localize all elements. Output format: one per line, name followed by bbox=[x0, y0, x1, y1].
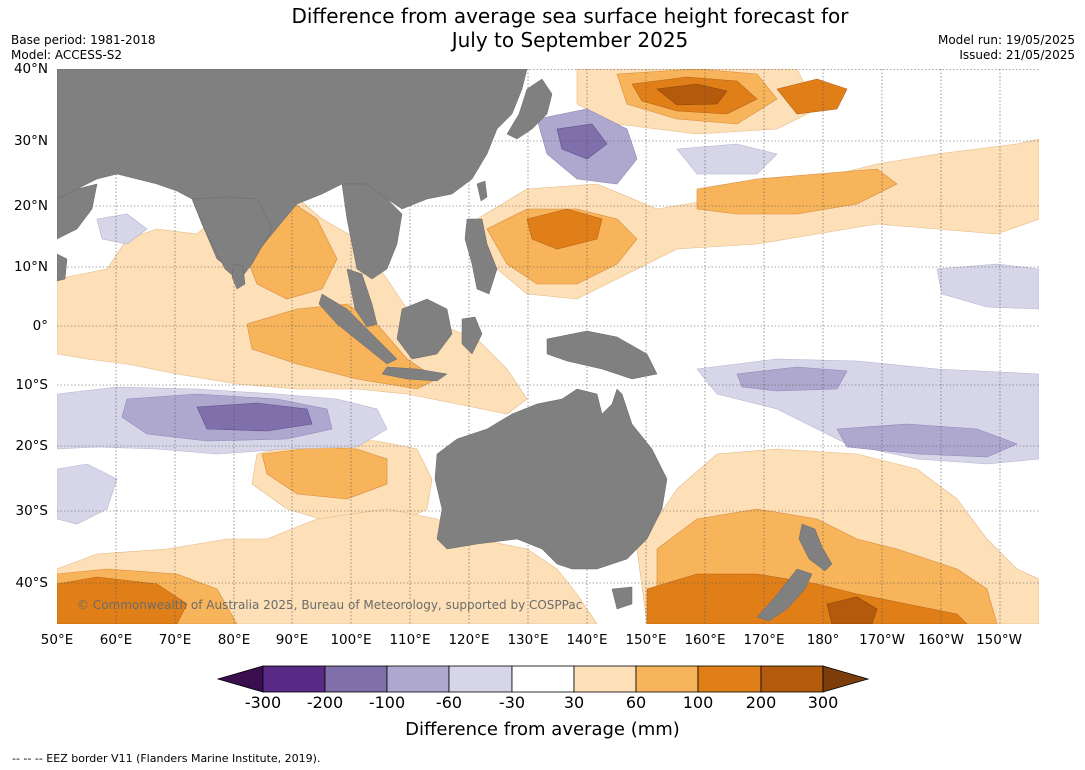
arabia bbox=[57, 183, 98, 240]
colorbar-extend-high bbox=[822, 665, 870, 693]
lat-label-20s: 20°S bbox=[15, 438, 49, 454]
colorbar-tick: -60 bbox=[435, 693, 463, 712]
japan bbox=[506, 78, 553, 140]
colorbar-extend-low bbox=[216, 665, 264, 693]
anomaly-region-south-indian-negative-core bbox=[196, 402, 313, 432]
colorbar-bin-neg300-neg200 bbox=[262, 665, 326, 693]
borneo bbox=[396, 298, 453, 360]
australia bbox=[434, 388, 668, 570]
anomaly-region-southwest-indian-negative bbox=[57, 463, 118, 525]
taiwan bbox=[476, 180, 488, 202]
lon-label-140e: 140°E bbox=[566, 632, 608, 648]
copyright-notice: © Commonwealth of Australia 2025, Bureau… bbox=[77, 598, 582, 612]
sumatra bbox=[318, 293, 398, 365]
colorbar-tick: 100 bbox=[682, 693, 714, 712]
anomaly-region-philippine-core bbox=[526, 208, 603, 250]
lon-label-60e: 60°E bbox=[99, 632, 133, 648]
eez-border-note: -- -- -- EEZ border V11 (Flanders Marine… bbox=[12, 752, 321, 765]
anomaly-region-kuroshio-peak bbox=[656, 83, 728, 106]
java bbox=[381, 366, 448, 382]
india-peninsula bbox=[191, 196, 273, 282]
anomaly-region-north-pacific-core bbox=[776, 78, 848, 115]
lon-label-100e: 100°E bbox=[330, 632, 372, 648]
model-text: Model: ACCESS-S2 bbox=[11, 48, 123, 62]
lon-label-90e: 90°E bbox=[275, 632, 309, 648]
lon-label-130e: 130°E bbox=[507, 632, 549, 648]
colorbar-bin-100-200 bbox=[697, 665, 762, 693]
colorbar-bin-neg60-neg30 bbox=[448, 665, 513, 693]
issued-text: Issued: 21/05/2025 bbox=[959, 48, 1075, 62]
lat-label-40s: 40°S bbox=[15, 575, 49, 591]
colorbar-tick: -30 bbox=[498, 693, 526, 712]
colorbar-bin-neg200-neg100 bbox=[324, 665, 388, 693]
new-zealand-south-island bbox=[756, 568, 813, 622]
title-line-2: July to September 2025 bbox=[451, 28, 689, 52]
lon-label-80e: 80°E bbox=[217, 632, 251, 648]
colorbar-tick: -200 bbox=[306, 693, 344, 712]
model-run-text: Model run: 19/05/2025 bbox=[937, 33, 1075, 47]
new-zealand-north-island bbox=[798, 523, 833, 572]
colorbar-tick: -300 bbox=[244, 693, 282, 712]
sri-lanka bbox=[231, 263, 246, 290]
lat-label-40n: 40°N bbox=[13, 61, 48, 77]
title-line-1: Difference from average sea surface heig… bbox=[291, 4, 849, 28]
anomaly-region-north-pacific-negative bbox=[676, 143, 778, 175]
lon-label-170w: 170°W bbox=[859, 632, 905, 648]
anomaly-region-west-south-core bbox=[57, 576, 188, 624]
africa-horn bbox=[57, 253, 68, 282]
anomaly-region-south-pacific-negative-mid bbox=[836, 423, 1018, 458]
lat-label-20n: 20°N bbox=[13, 198, 48, 214]
base-period-text: Base period: 1981-2018 bbox=[11, 33, 156, 47]
lon-label-160w: 160°W bbox=[918, 632, 964, 648]
land-masses bbox=[57, 69, 833, 622]
lat-label-30s: 30°S bbox=[15, 503, 49, 519]
anomaly-region-east-pacific-negative bbox=[936, 263, 1039, 310]
anomaly-region-japan-negative-core bbox=[556, 123, 608, 160]
colorbar-bin-200-300 bbox=[760, 665, 824, 693]
new-guinea bbox=[546, 330, 658, 380]
graticule bbox=[57, 69, 1039, 624]
colorbar-bin-neg30-30 bbox=[511, 665, 575, 693]
lon-label-50e: 50°E bbox=[40, 632, 74, 648]
colorbar-tick: 30 bbox=[563, 693, 585, 712]
sulawesi bbox=[461, 316, 483, 355]
map-title: Difference from average sea surface heig… bbox=[200, 4, 940, 52]
lon-label-150w: 150°W bbox=[976, 632, 1022, 648]
lat-label-0: 0° bbox=[32, 318, 48, 334]
anomaly-region-subtropical-north-pacific bbox=[696, 168, 898, 215]
lon-label-180: 180° bbox=[806, 632, 840, 648]
tasmania bbox=[611, 586, 633, 610]
colorbar-bin-30-60 bbox=[573, 665, 637, 693]
colorbar-tick: 300 bbox=[807, 693, 839, 712]
colorbar-bin-neg100-neg60 bbox=[386, 665, 450, 693]
lat-label-10n: 10°N bbox=[13, 259, 48, 275]
colorbar-tick: -100 bbox=[368, 693, 406, 712]
lon-label-160e: 160°E bbox=[684, 632, 726, 648]
lon-label-150e: 150°E bbox=[625, 632, 667, 648]
asia-landmass bbox=[57, 69, 528, 275]
meta-left: Base period: 1981-2018 Model: ACCESS-S2 bbox=[11, 33, 156, 63]
sea-level-map: © Commonwealth of Australia 2025, Bureau… bbox=[57, 69, 1039, 624]
lon-label-170e: 170°E bbox=[743, 632, 785, 648]
anomaly-region-arabian-negative bbox=[96, 213, 148, 245]
lon-label-110e: 110°E bbox=[389, 632, 431, 648]
lat-label-30n: 30°N bbox=[13, 133, 48, 149]
colorbar-bin-60-100 bbox=[635, 665, 699, 693]
indochina bbox=[341, 183, 403, 280]
colorbar-tick: 200 bbox=[745, 693, 777, 712]
anomaly-region-new-zealand-peak bbox=[826, 596, 878, 624]
colorbar-tick: 60 bbox=[625, 693, 647, 712]
lon-label-70e: 70°E bbox=[158, 632, 192, 648]
lon-label-120e: 120°E bbox=[448, 632, 490, 648]
meta-right: Model run: 19/05/2025 Issued: 21/05/2025 bbox=[938, 33, 1075, 63]
philippines bbox=[464, 218, 498, 295]
lat-label-10s: 10°S bbox=[15, 377, 49, 393]
colorbar-label: Difference from average (mm) bbox=[405, 719, 680, 740]
malay-peninsula bbox=[346, 268, 378, 328]
